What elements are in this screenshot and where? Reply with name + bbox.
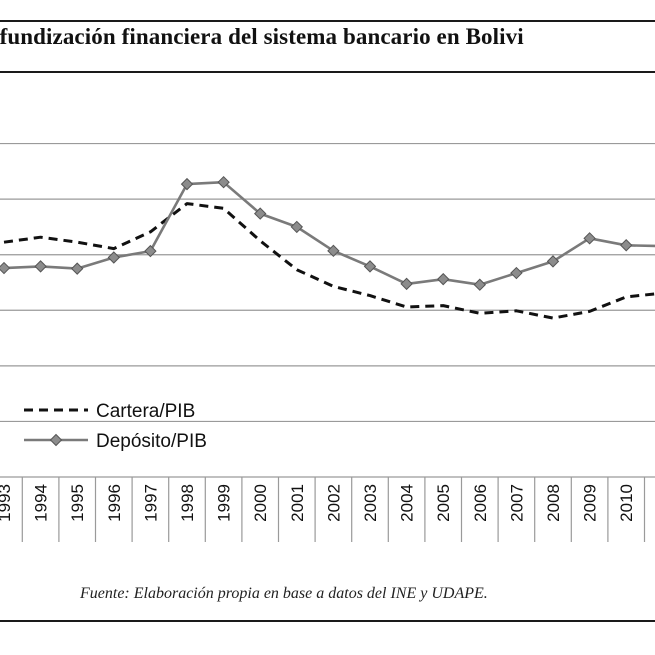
series-lines xyxy=(0,175,655,320)
x-tick-label: 2008 xyxy=(544,484,563,522)
data-point-marker xyxy=(583,232,596,245)
x-tick-label: 2007 xyxy=(507,484,526,522)
data-point-marker xyxy=(363,260,377,273)
data-point-marker xyxy=(253,207,267,220)
x-tick-label: 2006 xyxy=(471,484,490,522)
x-tick-label: 1996 xyxy=(105,484,124,522)
chart-title: ofundización financiera del sistema banc… xyxy=(0,24,524,49)
x-tick-label: 2004 xyxy=(398,484,417,522)
x-tick-label: 2001 xyxy=(288,484,307,522)
x-tick-label: 2005 xyxy=(434,484,453,522)
data-point-marker xyxy=(546,255,560,268)
x-tick-label: 2003 xyxy=(361,484,380,522)
x-tick-label: 2009 xyxy=(581,484,600,522)
data-point-marker xyxy=(107,251,121,264)
data-point-marker xyxy=(144,244,157,258)
title-rule xyxy=(0,71,655,73)
x-tick-label: 1999 xyxy=(215,484,234,522)
data-point-marker xyxy=(34,260,47,273)
x-tick-label: 2002 xyxy=(324,484,343,522)
x-tick-label: 1994 xyxy=(32,484,51,522)
data-point-marker xyxy=(619,239,633,252)
data-point-marker xyxy=(290,220,304,234)
x-tick-label: 2011 xyxy=(654,484,655,521)
data-point-marker xyxy=(70,262,84,275)
legend: Cartera/PIB Depósito/PIB xyxy=(24,401,207,452)
data-point-marker xyxy=(180,177,194,191)
data-point-marker xyxy=(0,261,11,275)
x-tick-label: 1995 xyxy=(68,484,87,522)
data-point-marker xyxy=(473,278,487,291)
data-point-marker xyxy=(327,244,340,258)
legend-marker xyxy=(49,433,63,447)
data-point-marker xyxy=(217,175,230,189)
figure-frame xyxy=(0,20,655,622)
data-point-marker xyxy=(510,266,523,280)
x-tick-label: 2010 xyxy=(617,484,636,522)
data-point-marker xyxy=(400,277,413,291)
gridlines xyxy=(0,142,655,542)
legend-label: Cartera/PIB xyxy=(96,401,195,422)
x-tick-label: 1998 xyxy=(178,484,197,522)
series-line-deposito xyxy=(3,180,655,286)
x-tick-label: 1993 xyxy=(0,484,14,522)
x-tick-label: 2000 xyxy=(251,484,270,522)
x-tick-label: 1997 xyxy=(141,484,160,522)
data-point-marker xyxy=(436,272,450,286)
x-tick-labels: 1993 1994 1995 1996 1997 1998 1999 2000 2001 2002… xyxy=(0,484,655,522)
legend-label: Depósito/PIB xyxy=(96,431,207,452)
source-note: Fuente: Elaboración propia en base a dat… xyxy=(80,585,488,602)
